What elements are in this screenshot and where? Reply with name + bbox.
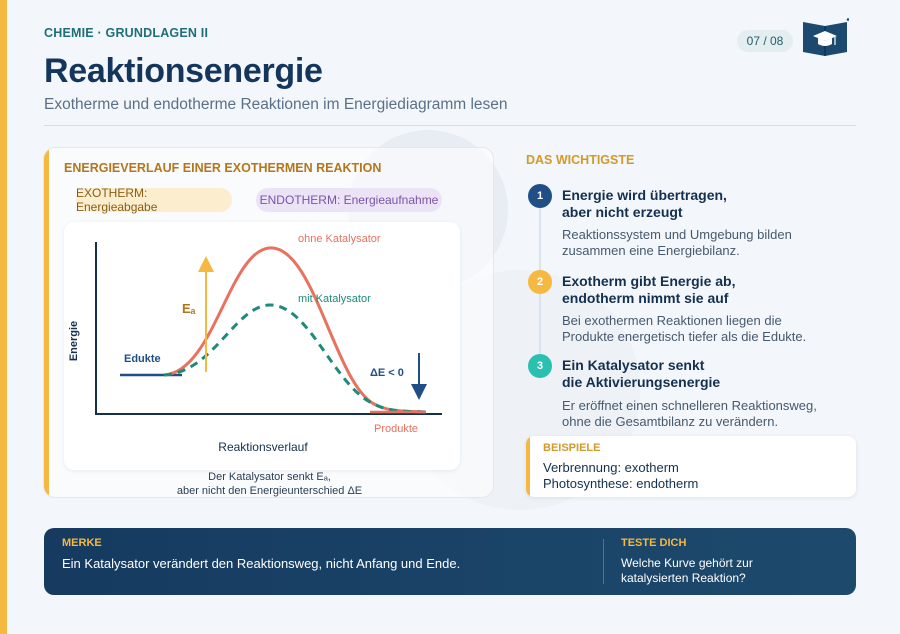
- point-1-text: Reaktionssystem und Umgebung bilden zusa…: [562, 227, 792, 258]
- point-2-heading: Exotherm gibt Energie ab, endotherm nimm…: [562, 273, 736, 306]
- mit-katalysator-label: mit Katalysator: [298, 293, 371, 305]
- energy-diagram-card: ENERGIEVERLAUF EINER EXOTHERMEN REAKTION…: [43, 147, 494, 498]
- merke-label: MERKE: [62, 537, 102, 549]
- caption-line-1: Der Katalysator senkt Eₐ,: [208, 471, 331, 483]
- point-number-2: 2: [528, 270, 552, 294]
- card-accent-bar: [44, 148, 49, 497]
- point-3-heading: Ein Katalysator senkt die Aktivierungsen…: [562, 357, 721, 390]
- examples-label: BEISPIELE: [543, 442, 601, 454]
- point-number-3: 3: [528, 354, 552, 378]
- summary-banner: MERKE Ein Katalysator verändert den Reak…: [44, 528, 856, 595]
- course-kicker: CHEMIE · GRUNDLAGEN II: [44, 26, 209, 40]
- header-divider: [44, 125, 856, 126]
- left-accent-bar: [0, 0, 7, 634]
- examples-accent-bar: [526, 436, 530, 497]
- diagram-title: ENERGIEVERLAUF EINER EXOTHERMEN REAKTION: [64, 161, 382, 175]
- book-with-graduation-cap-icon: [803, 18, 849, 56]
- teste-dich-question: Welche Kurve gehört zur katalysierten Re…: [621, 556, 753, 585]
- edukte-label: Edukte: [124, 353, 161, 365]
- ohne-katalysator-curve: [163, 246, 427, 414]
- point-3-text: Er eröffnet einen schnelleren Reaktionsw…: [562, 398, 817, 429]
- banner-divider: [603, 539, 604, 584]
- example-line-2: Photosynthese: endotherm: [543, 476, 699, 491]
- examples-box: BEISPIELE Verbrennung: exotherm Photosyn…: [526, 436, 856, 497]
- ohne-katalysator-label: ohne Katalysator: [298, 233, 381, 245]
- y-axis-label: Energie: [68, 321, 80, 361]
- endotherm-pill: ENDOTHERM: Energieaufnahme: [256, 188, 442, 212]
- delta-e-label: ΔE < 0: [370, 367, 404, 379]
- ea-label: Eₐ: [182, 301, 196, 316]
- energy-diagram-svg: Energie Reaktionsverlauf Eₐ Edukte ohne …: [68, 233, 442, 454]
- produkte-label: Produkte: [374, 423, 418, 435]
- point-2-text: Bei exothermen Reaktionen liegen die Pro…: [562, 313, 807, 344]
- page-counter-badge: 07 / 08: [737, 30, 793, 52]
- key-points-title: DAS WICHTIGSTE: [526, 153, 635, 167]
- timeline-line: [539, 294, 541, 356]
- energy-diagram-plot: Energie Reaktionsverlauf Eₐ Edukte ohne …: [64, 222, 460, 470]
- x-axis-label: Reaktionsverlauf: [218, 440, 308, 454]
- timeline-line: [539, 208, 541, 272]
- teste-dich-label: TESTE DICH: [621, 537, 687, 549]
- caption-line-2: aber nicht den Energieunterschied ΔE: [176, 485, 363, 497]
- diagram-caption: Der Katalysator senkt Eₐ, aber nicht den…: [44, 470, 493, 497]
- merke-text: Ein Katalysator verändert den Reaktionsw…: [62, 556, 461, 571]
- page-title: Reaktionsenergie: [44, 52, 323, 90]
- exotherm-pill: EXOTHERM: Energieabgabe: [76, 186, 232, 214]
- example-line-1: Verbrennung: exotherm: [543, 460, 679, 475]
- point-number-1: 1: [528, 184, 552, 208]
- mit-katalysator-curve: [163, 303, 427, 414]
- page-subtitle: Exotherme und endotherme Reaktionen im E…: [44, 96, 508, 113]
- point-1-heading: Energie wird übertragen, aber nicht erze…: [562, 187, 727, 220]
